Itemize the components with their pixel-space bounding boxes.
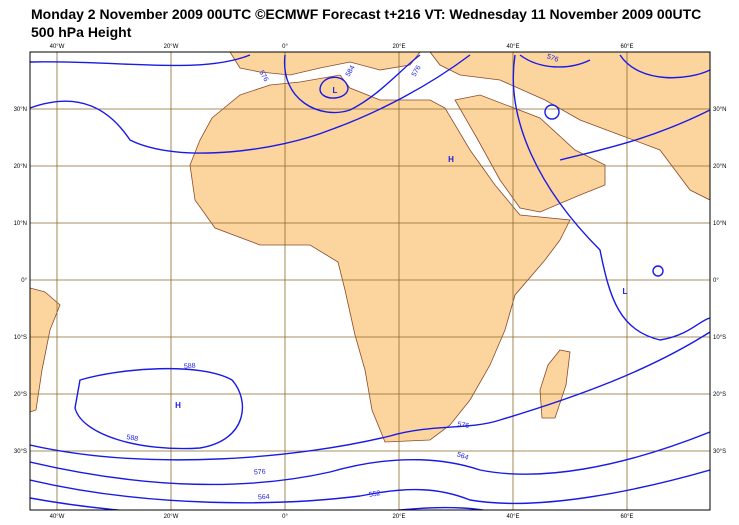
contour bbox=[30, 469, 710, 505]
lon-label: 40°W bbox=[50, 514, 65, 520]
lon-label: 40°W bbox=[50, 44, 65, 50]
lon-label: 0° bbox=[282, 514, 288, 520]
contour bbox=[74, 367, 244, 450]
lat-label: 30°S bbox=[14, 449, 27, 455]
contour bbox=[559, 109, 710, 161]
subtitle: 500 hPa Height bbox=[31, 24, 132, 40]
contour bbox=[283, 54, 421, 114]
contour-label: 584 bbox=[345, 64, 357, 78]
contour bbox=[30, 431, 710, 486]
lat-label: 20°N bbox=[713, 164, 726, 170]
map-area bbox=[30, 52, 710, 510]
contour-label: 588 bbox=[126, 434, 139, 443]
lon-label: 20°W bbox=[164, 44, 179, 50]
contour-label: 576 bbox=[257, 69, 269, 83]
lon-label: 20°W bbox=[164, 514, 179, 520]
lat-label: 10°S bbox=[713, 335, 726, 341]
lon-label: 20°E bbox=[392, 44, 405, 50]
lon-label: 40°E bbox=[506, 514, 519, 520]
lon-label: 40°E bbox=[506, 44, 519, 50]
madagascar bbox=[539, 349, 571, 419]
contour bbox=[544, 104, 560, 120]
lat-label: 20°S bbox=[14, 392, 27, 398]
lat-label: 30°N bbox=[14, 107, 27, 113]
arabia bbox=[454, 94, 606, 213]
lat-label: 10°N bbox=[713, 221, 726, 227]
contour bbox=[652, 265, 664, 277]
contour-label: 576 bbox=[546, 53, 559, 64]
lon-label: 60°E bbox=[620, 44, 633, 50]
contour bbox=[30, 54, 471, 154]
lon-label: 60°E bbox=[620, 514, 633, 520]
contour bbox=[30, 331, 710, 461]
south-america-edge bbox=[30, 287, 61, 413]
contour-label: 552 bbox=[368, 490, 381, 499]
contour-label: 588 bbox=[184, 363, 196, 371]
lat-label: 30°S bbox=[713, 449, 726, 455]
lon-label: 20°E bbox=[392, 514, 405, 520]
lat-label: 10°N bbox=[14, 221, 27, 227]
lat-label: 30°N bbox=[713, 107, 726, 113]
low-marker: L bbox=[333, 86, 338, 95]
lat-label: 0° bbox=[21, 278, 27, 284]
lat-label: 10°S bbox=[14, 335, 27, 341]
contour bbox=[30, 497, 488, 510]
contour bbox=[512, 54, 710, 341]
contour-label: 564 bbox=[258, 494, 270, 502]
contour bbox=[519, 54, 591, 68]
high-marker: H bbox=[175, 401, 181, 410]
lat-label: 20°S bbox=[713, 392, 726, 398]
contour bbox=[619, 54, 710, 79]
lon-label: 0° bbox=[282, 44, 288, 50]
lat-label: 0° bbox=[713, 278, 719, 284]
contour bbox=[319, 76, 349, 99]
map-frame bbox=[29, 51, 711, 511]
high-marker: H bbox=[448, 155, 454, 164]
contour bbox=[30, 54, 251, 67]
contour-label: 576 bbox=[254, 469, 266, 477]
middle-east bbox=[429, 52, 710, 201]
contour-label: 576 bbox=[457, 421, 470, 430]
contour-label: 576 bbox=[411, 64, 423, 78]
contour-label: 564 bbox=[456, 451, 469, 462]
title: Monday 2 November 2009 00UTC ©ECMWF Fore… bbox=[31, 6, 701, 22]
low-marker: L bbox=[623, 287, 628, 296]
lat-label: 20°N bbox=[14, 164, 27, 170]
